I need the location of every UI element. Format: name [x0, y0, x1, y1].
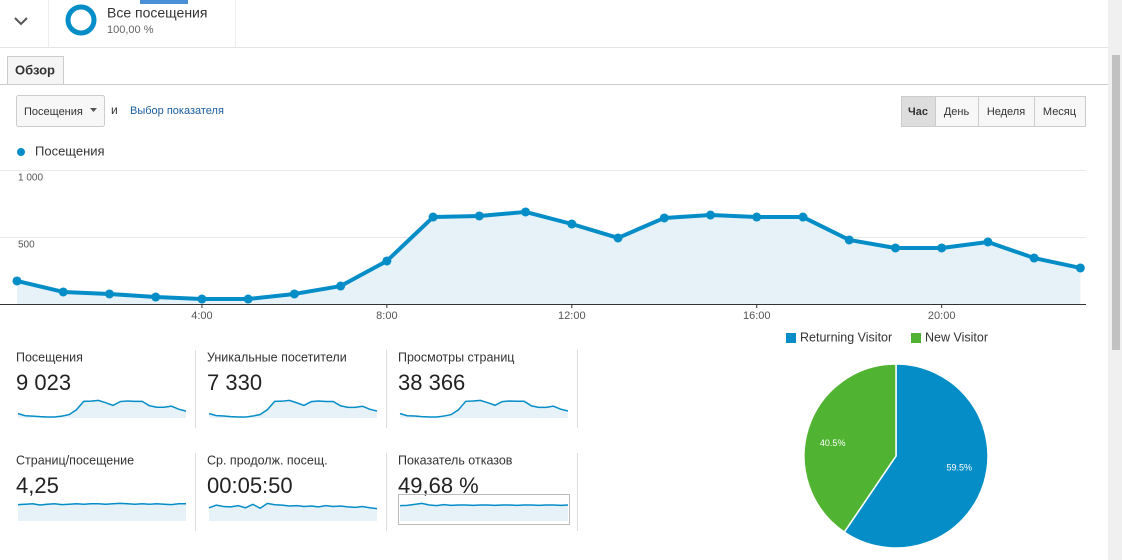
segment-title[interactable]: Все посещения [107, 5, 207, 21]
metric-label: Посещения [16, 350, 83, 364]
line [16, 209, 1081, 302]
period-button[interactable] [1034, 96, 1086, 127]
period-button[interactable] [978, 96, 1035, 127]
chevron[interactable] [14, 17, 28, 26]
metric-label: Ср. продолж. посещ. [207, 453, 328, 467]
segment-ring [65, 4, 97, 36]
point [798, 212, 808, 222]
x-tick-label: 20:00 [928, 310, 956, 322]
period-button[interactable] [935, 96, 979, 127]
period-label[interactable]: Неделя [987, 106, 1025, 118]
metric-label: Уникальные посетители [207, 350, 347, 364]
scrollbar-thumb[interactable] [1112, 55, 1120, 350]
period-label[interactable]: День [944, 106, 970, 118]
metric-value: 4,25 [16, 473, 59, 498]
point [428, 212, 438, 222]
legend-swatch [911, 333, 921, 343]
indicator [140, 0, 188, 4]
legend-swatch [786, 333, 796, 343]
metric-select[interactable] [16, 95, 105, 127]
pie-slice [843, 363, 989, 549]
point [474, 211, 484, 221]
point [844, 235, 854, 245]
pie-label: 40.5% [820, 438, 846, 448]
point [382, 256, 392, 266]
period-buttons: Час День Неделя Месяц [901, 96, 1086, 127]
sparkline-area [209, 503, 377, 521]
metric-label: Просмотры страниц [398, 350, 514, 364]
point [706, 210, 716, 220]
period-label[interactable]: Месяц [1043, 106, 1077, 118]
point [151, 292, 161, 302]
segment-bar [0, 0, 1108, 47]
y-tick-label: 1 000 [18, 173, 43, 184]
sparkline [17, 399, 187, 418]
point [937, 243, 947, 253]
period-label[interactable]: Час [908, 106, 928, 118]
conjunction: и [111, 103, 118, 117]
metric-select-label[interactable]: Посещения [24, 106, 83, 118]
point [521, 207, 531, 217]
tab[interactable] [7, 56, 64, 85]
point [1029, 253, 1039, 263]
sparkline [17, 502, 186, 506]
y-tick-label: 500 [18, 240, 35, 251]
tab-label[interactable]: Обзор [15, 62, 55, 77]
point [890, 243, 900, 253]
point [336, 281, 346, 291]
pie-label: 59.5% [947, 463, 973, 473]
point [659, 213, 669, 223]
sparkline [208, 399, 378, 418]
point [613, 233, 623, 243]
legend-dot [17, 148, 25, 156]
spark-box [398, 494, 570, 525]
point [197, 294, 207, 304]
metric-value: 00:05:50 [207, 473, 293, 498]
point [567, 219, 577, 229]
sparkline-area [18, 503, 186, 521]
sparkline [208, 502, 378, 510]
point [12, 276, 22, 286]
point [58, 287, 68, 297]
pie-slice [803, 363, 897, 534]
sparkline [399, 399, 569, 418]
period-button[interactable] [901, 96, 936, 127]
metric-value: 9 023 [16, 370, 71, 395]
legend-label: New Visitor [925, 330, 988, 344]
point [983, 237, 993, 247]
point [289, 289, 299, 299]
x-tick-label: 12:00 [558, 310, 586, 322]
segment-share: 100,00 % [107, 24, 154, 36]
legend-label: Посещения [35, 143, 105, 158]
metric-label: Страниц/посещение [16, 453, 134, 467]
metric-value: 38 366 [398, 370, 465, 395]
metric-value: 49,68 % [398, 473, 479, 498]
point [243, 294, 253, 304]
sparkline-area [18, 400, 186, 418]
sparkline-area [400, 400, 568, 418]
legend-label: Returning Visitor [800, 330, 892, 344]
dropdown-arrow [90, 108, 97, 112]
point [752, 212, 762, 222]
metric-value: 7 330 [207, 370, 262, 395]
pick-metric-link[interactable]: Выбор показателя [130, 105, 224, 117]
metric-label: Показатель отказов [398, 453, 513, 467]
sparkline-area [400, 503, 568, 521]
sparkline-area [209, 400, 377, 418]
x-tick-label: 8:00 [376, 310, 397, 322]
point [1075, 263, 1085, 273]
area [17, 211, 1081, 304]
x-tick-label: 16:00 [743, 310, 771, 322]
sparkline [399, 502, 569, 507]
x-tick-label: 4:00 [191, 310, 212, 322]
point [104, 289, 114, 299]
